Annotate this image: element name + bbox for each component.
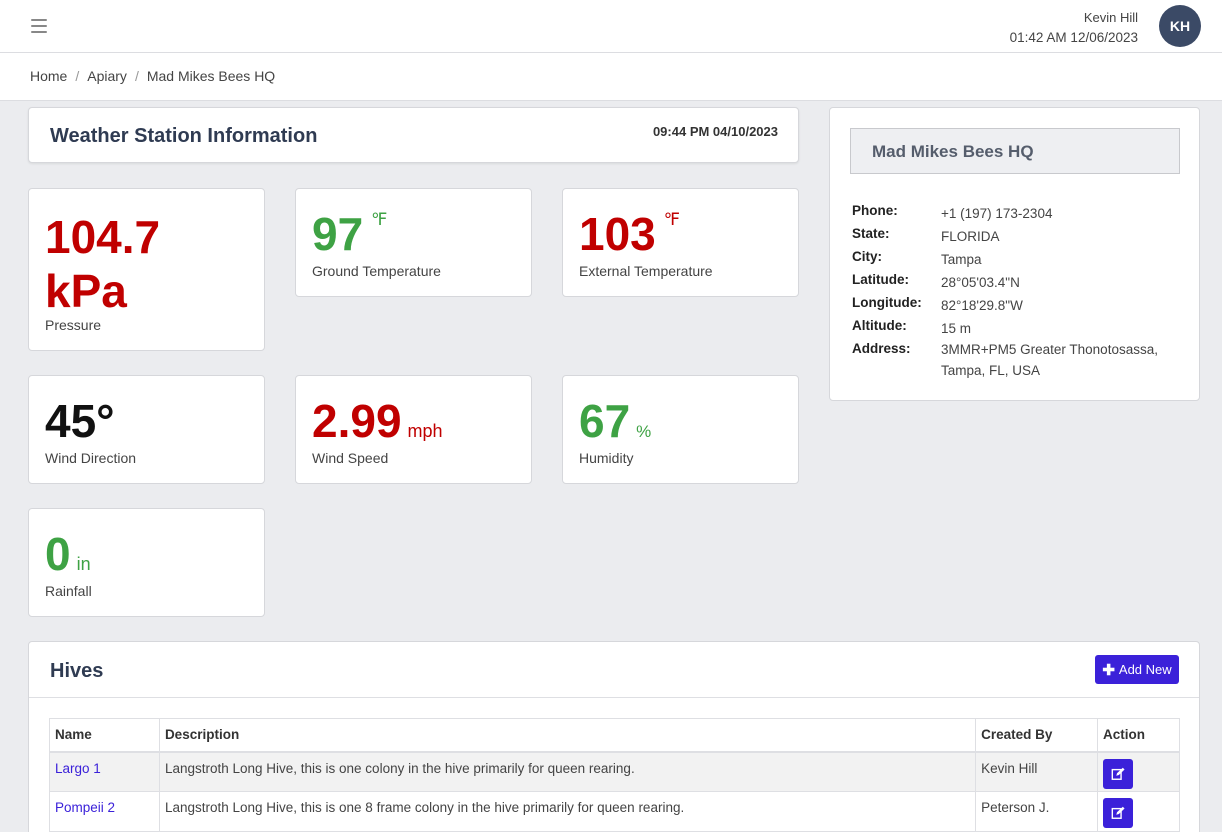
hive-name-link[interactable]: Pompeii 2 bbox=[55, 800, 116, 815]
table-header-row: Name Description Created By Action bbox=[49, 718, 1180, 753]
pressure-card: 104.7 kPa Pressure bbox=[28, 188, 265, 351]
info-value: 15 m bbox=[941, 321, 972, 336]
apiary-info-card: Mad Mikes Bees HQ Phone: +1 (197) 173-23… bbox=[829, 107, 1200, 401]
breadcrumb-current: Mad Mikes Bees HQ bbox=[146, 68, 276, 84]
apiary-info-header: Mad Mikes Bees HQ bbox=[850, 128, 1180, 174]
info-value: +1 (197) 173-2304 bbox=[941, 206, 1053, 221]
breadcrumb-separator: / bbox=[134, 68, 139, 84]
hive-description: Langstroth Long Hive, this is one 8 fram… bbox=[158, 791, 977, 832]
edit-button[interactable] bbox=[1103, 758, 1134, 789]
wind-direction-label: Wind Direction bbox=[45, 450, 137, 466]
user-name: Kevin Hill bbox=[1083, 10, 1138, 25]
pressure-value: 104.7 kPa bbox=[45, 211, 161, 317]
hives-title: Hives bbox=[50, 660, 104, 682]
info-key: Altitude: bbox=[852, 318, 907, 333]
wind-direction-value: 45° bbox=[45, 395, 115, 447]
hives-divider bbox=[29, 697, 1199, 698]
column-header-description[interactable]: Description bbox=[158, 718, 977, 753]
rainfall-value: 0 in bbox=[45, 528, 91, 580]
rainfall-label: Rainfall bbox=[45, 583, 92, 599]
info-value: 28°05'03.4"N bbox=[941, 275, 1020, 290]
external-temperature-value: 103 ℉ bbox=[579, 208, 680, 260]
current-datetime: 01:42 AM 12/06/2023 bbox=[1009, 30, 1138, 45]
weather-station-title: Weather Station Information bbox=[50, 125, 318, 147]
edit-icon bbox=[1111, 806, 1125, 819]
add-new-button[interactable]: ✚ Add New bbox=[1095, 655, 1179, 684]
pressure-label: Pressure bbox=[45, 317, 102, 333]
external-temperature-label: External Temperature bbox=[579, 263, 713, 279]
weather-station-header: Weather Station Information 09:44 PM 04/… bbox=[28, 107, 799, 163]
hive-description: Langstroth Long Hive, this is one colony… bbox=[158, 751, 977, 792]
external-temperature-card: 103 ℉ External Temperature bbox=[562, 188, 799, 297]
hives-table: Name Description Created By Action Largo… bbox=[49, 718, 1180, 832]
info-key: Longitude: bbox=[852, 295, 922, 310]
wind-speed-value: 2.99 mph bbox=[312, 395, 443, 447]
wind-direction-card: 45° Wind Direction bbox=[28, 375, 265, 484]
breadcrumb-separator: / bbox=[75, 68, 80, 84]
top-bar: Kevin Hill 01:42 AM 12/06/2023 KH bbox=[0, 0, 1222, 53]
hive-name-link[interactable]: Largo 1 bbox=[55, 760, 101, 776]
apiary-name: Mad Mikes Bees HQ bbox=[872, 142, 1034, 161]
rainfall-card: 0 in Rainfall bbox=[28, 508, 265, 617]
weather-timestamp: 09:44 PM 04/10/2023 bbox=[652, 124, 778, 139]
column-header-created-by[interactable]: Created By bbox=[975, 718, 1099, 753]
info-value: Tampa bbox=[941, 252, 982, 267]
ground-temperature-value: 97 ℉ bbox=[312, 208, 388, 260]
hamburger-icon[interactable] bbox=[31, 19, 47, 33]
info-key: State: bbox=[852, 226, 890, 241]
info-value: FLORIDA bbox=[941, 229, 1000, 244]
breadcrumb-home[interactable]: Home bbox=[30, 68, 68, 84]
edit-button[interactable] bbox=[1103, 798, 1134, 828]
breadcrumb-apiary[interactable]: Apiary bbox=[87, 68, 127, 84]
add-new-label: Add New bbox=[1118, 662, 1172, 677]
column-header-action: Action bbox=[1097, 718, 1180, 753]
info-value: 3MMR+PM5 Greater Thonotosassa, Tampa, FL… bbox=[941, 342, 1158, 378]
breadcrumb: Home / Apiary / Mad Mikes Bees HQ bbox=[0, 53, 1222, 101]
wind-speed-card: 2.99 mph Wind Speed bbox=[295, 375, 532, 484]
info-key: Phone: bbox=[852, 203, 898, 218]
humidity-value: 67% bbox=[579, 395, 652, 447]
column-header-name[interactable]: Name bbox=[49, 718, 160, 753]
hive-created-by: Kevin Hill bbox=[975, 751, 1099, 792]
table-row: Pompeii 2 Langstroth Long Hive, this is … bbox=[49, 791, 1180, 832]
info-key: Latitude: bbox=[852, 272, 909, 287]
hives-card: Hives ✚ Add New Name Description Created… bbox=[28, 641, 1200, 832]
humidity-card: 67% Humidity bbox=[562, 375, 799, 484]
humidity-label: Humidity bbox=[579, 450, 634, 466]
info-key: Address: bbox=[852, 341, 911, 356]
hive-created-by: Peterson J. bbox=[975, 791, 1099, 832]
table-row: Largo 1 Langstroth Long Hive, this is on… bbox=[49, 751, 1180, 792]
plus-icon: ✚ bbox=[1102, 661, 1115, 679]
ground-temperature-label: Ground Temperature bbox=[312, 263, 441, 279]
wind-speed-label: Wind Speed bbox=[312, 450, 389, 466]
avatar[interactable]: KH bbox=[1159, 5, 1201, 47]
edit-icon bbox=[1111, 767, 1125, 780]
ground-temperature-card: 97 ℉ Ground Temperature bbox=[295, 188, 532, 297]
info-value: 82°18'29.8"W bbox=[941, 298, 1023, 313]
info-key: City: bbox=[852, 249, 882, 264]
